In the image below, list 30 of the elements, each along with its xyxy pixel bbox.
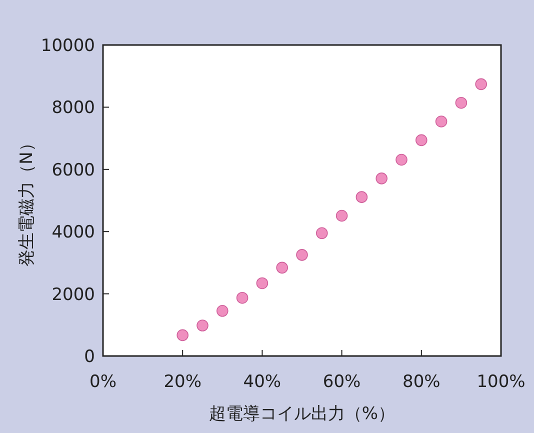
y-axis-title: 発生電磁力（N） [17,134,37,266]
x-tick-label: 0% [90,372,116,392]
point [196,320,208,332]
x-tick-label: 100% [476,372,526,392]
y-tick-label: 4000 [52,222,95,243]
point [475,78,487,90]
y-tick-label: 0 [84,347,95,367]
x-tick-label: 40% [243,372,282,392]
point [216,305,228,317]
y-tick-label: 2000 [52,284,95,305]
point [336,210,348,222]
x-tick-label: 80% [402,372,440,392]
y-tick-label: 6000 [52,160,95,180]
point [296,249,308,261]
x-tick-label: 60% [322,372,361,392]
point [236,292,248,304]
point [396,154,408,166]
y-tick-label: 10000 [40,36,95,56]
x-axis-title: 超電導コイル出力（%） [208,404,396,424]
point [276,262,288,274]
y-tick-label: 8000 [52,98,95,118]
point [316,227,328,240]
point [176,329,188,342]
point [455,96,468,109]
point [356,191,368,203]
point [256,277,268,290]
point [416,134,428,146]
point [435,116,448,128]
x-tick-label: 20% [164,372,202,392]
point [376,172,388,184]
